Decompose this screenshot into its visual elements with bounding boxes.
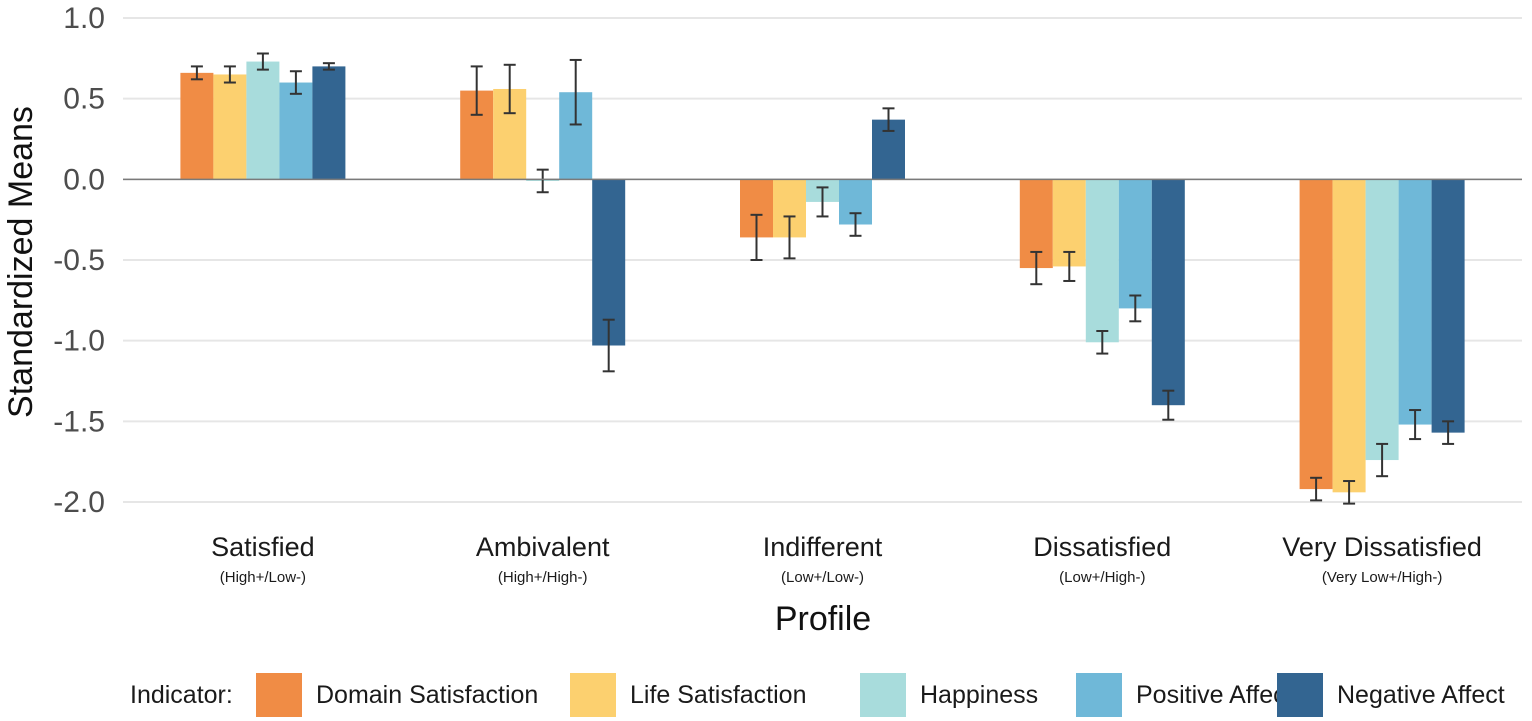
legend-label: Positive Affect	[1136, 681, 1293, 709]
x-category-label: Satisfied	[211, 532, 315, 562]
x-category-subtitle: (High+/High-)	[498, 569, 588, 586]
error-bars	[190, 52, 1455, 505]
bar	[246, 61, 280, 180]
y-tick-label: -1.0	[53, 325, 105, 358]
legend-key	[256, 673, 302, 717]
y-tick-label: 1.0	[63, 2, 105, 35]
error-bar	[816, 186, 829, 218]
bar	[1332, 179, 1366, 493]
bar	[592, 179, 626, 346]
error-bar	[882, 107, 895, 132]
legend-key	[860, 673, 906, 717]
bar	[1085, 179, 1119, 343]
x-category-subtitle: (High+/Low-)	[220, 569, 306, 586]
error-bar	[1442, 420, 1455, 445]
error-bar	[1030, 250, 1043, 286]
error-bar	[750, 213, 763, 261]
legend-label: Happiness	[920, 681, 1038, 709]
error-bar	[503, 63, 516, 115]
bar	[1398, 179, 1432, 425]
y-axis-ticks: 1.0 0.5 0.0 -0.5 -1.0 -1.5 -2.0	[53, 2, 105, 519]
error-bar	[1376, 442, 1389, 478]
error-bar	[569, 58, 582, 126]
legend-label: Life Satisfaction	[630, 681, 807, 709]
error-bar	[1310, 476, 1323, 502]
legend: Indicator: Domain Satisfaction Life Satis…	[130, 673, 1505, 717]
legend-label: Negative Affect	[1337, 681, 1505, 709]
y-tick-label: -1.5	[53, 405, 105, 438]
error-bar	[1162, 389, 1175, 421]
legend-title: Indicator:	[130, 681, 233, 709]
error-bar	[536, 168, 549, 194]
error-bar	[1063, 250, 1076, 282]
bar	[312, 66, 346, 180]
error-bar	[470, 65, 483, 116]
x-category-label: Very Dissatisfied	[1282, 532, 1482, 562]
legend-key	[1076, 673, 1122, 717]
error-bar	[783, 215, 796, 260]
error-bar	[256, 52, 269, 71]
x-category-subtitle: (Low+/High-)	[1059, 569, 1145, 586]
bar	[180, 72, 214, 180]
x-category-subtitle: (Very Low+/High-)	[1322, 569, 1442, 586]
x-category-label: Dissatisfied	[1033, 532, 1171, 562]
y-tick-label: -2.0	[53, 486, 105, 519]
y-tick-label: -0.5	[53, 244, 105, 277]
bar	[1431, 179, 1465, 433]
error-bar	[223, 65, 236, 84]
x-category-label: Ambivalent	[476, 532, 610, 562]
error-bar	[190, 65, 203, 81]
y-axis-title: Standardized Means	[2, 106, 40, 418]
legend-key	[1277, 673, 1323, 717]
x-axis-categories: Satisfied (High+/Low-) Ambivalent (High+/Hi…	[211, 532, 1482, 586]
error-bar	[1343, 480, 1356, 505]
bars	[180, 61, 1465, 493]
error-bar	[1096, 329, 1109, 355]
x-category-subtitle: (Low+/Low-)	[781, 569, 864, 586]
legend-label: Domain Satisfaction	[316, 681, 538, 709]
bar	[213, 74, 247, 180]
x-category-label: Indifferent	[763, 532, 883, 562]
error-bar	[289, 70, 302, 95]
error-bar	[849, 212, 862, 237]
error-bar	[1129, 294, 1142, 323]
bar	[1118, 179, 1152, 309]
legend-key	[570, 673, 616, 717]
bar	[1365, 179, 1399, 461]
y-tick-label: 0.0	[63, 163, 105, 196]
y-tick-label: 0.5	[63, 83, 105, 116]
error-bar	[1409, 409, 1422, 441]
error-bar	[602, 318, 615, 373]
x-axis-title: Profile	[775, 600, 871, 638]
error-bar	[322, 62, 335, 71]
bar	[1299, 179, 1333, 490]
bar	[1151, 179, 1185, 406]
bar	[279, 82, 313, 180]
